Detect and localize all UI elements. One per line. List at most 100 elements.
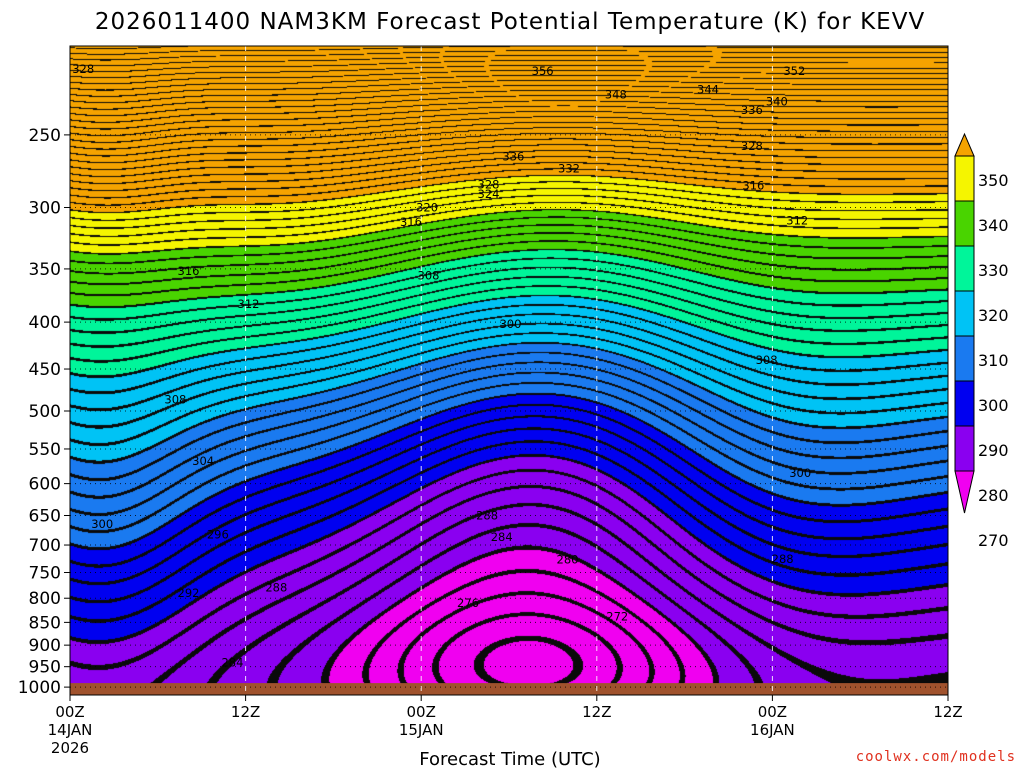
x-tick-label: 00Z	[55, 703, 84, 721]
colorbar-label: 280	[978, 486, 1009, 505]
colorbar-segment	[954, 380, 975, 427]
y-tick-label: 400	[29, 313, 61, 333]
ground-strip	[70, 683, 948, 695]
contour-label: 328	[478, 177, 500, 191]
contour-label: 288	[476, 509, 498, 523]
svg-text:336: 336	[741, 103, 763, 117]
contour-label: 352	[783, 64, 805, 78]
y-tick-label: 650	[29, 507, 61, 527]
colorbar-label: 290	[978, 441, 1009, 460]
contour-label: 344	[697, 82, 719, 96]
svg-text:328: 328	[478, 177, 500, 191]
contour-label: 308	[756, 353, 778, 367]
svg-text:328: 328	[741, 139, 763, 153]
svg-text:316: 316	[400, 215, 422, 229]
x-tick-label: 2026	[51, 739, 89, 757]
svg-text:312: 312	[786, 214, 808, 228]
contour-label: 316	[400, 215, 422, 229]
contour-label: 316	[178, 264, 200, 278]
x-tick-label: 16JAN	[750, 721, 795, 739]
svg-text:292: 292	[178, 586, 200, 600]
x-tick-label: 15JAN	[399, 721, 444, 739]
contour-label: 304	[192, 454, 214, 468]
svg-text:316: 316	[178, 264, 200, 278]
contour-label: 280	[557, 553, 579, 567]
y-tick-label: 600	[29, 475, 61, 495]
svg-text:304: 304	[192, 454, 214, 468]
svg-text:324: 324	[478, 187, 500, 201]
colorbar-segment	[954, 425, 975, 472]
y-tick-label: 300	[29, 199, 61, 219]
colorbar-label: 300	[978, 396, 1009, 415]
svg-text:312: 312	[238, 297, 260, 311]
theta-field	[70, 46, 948, 695]
contour-label: 328	[741, 139, 763, 153]
plot-border	[69, 45, 949, 696]
contour-label: 272	[606, 610, 628, 624]
svg-text:300: 300	[91, 517, 113, 531]
x-tick-label: 00Z	[407, 703, 436, 721]
colorbar-segment	[954, 290, 975, 337]
colorbar-label: 270	[978, 531, 1009, 550]
svg-text:300: 300	[789, 466, 811, 480]
y-tick-label: 250	[29, 126, 61, 146]
contour-label: 288	[265, 581, 287, 595]
contour-label: 300	[789, 466, 811, 480]
svg-text:344: 344	[697, 82, 719, 96]
contour-label: 340	[766, 95, 788, 109]
svg-text:296: 296	[207, 528, 229, 542]
colorbar-label: 310	[978, 351, 1009, 370]
contour-label: 296	[207, 528, 229, 542]
svg-text:272: 272	[606, 610, 628, 624]
svg-text:308: 308	[756, 353, 778, 367]
svg-text:316: 316	[742, 179, 764, 193]
svg-text:284: 284	[221, 655, 243, 669]
contour-label: 336	[741, 103, 763, 117]
y-tick-label: 500	[29, 402, 61, 422]
svg-text:336: 336	[502, 150, 524, 164]
y-tick-label: 1000	[18, 678, 61, 698]
y-tick-label: 550	[29, 440, 61, 460]
svg-text:288: 288	[772, 552, 794, 566]
contour-label: 324	[478, 187, 500, 201]
svg-text:284: 284	[491, 530, 513, 544]
svg-text:328: 328	[72, 62, 94, 76]
contour-label: 316	[742, 179, 764, 193]
svg-text:348: 348	[605, 88, 627, 102]
contour-label: 348	[605, 88, 627, 102]
x-tick-label: 00Z	[758, 703, 787, 721]
contour-label: 336	[502, 150, 524, 164]
colorbar-segment	[954, 200, 975, 247]
svg-text:332: 332	[558, 161, 580, 175]
contour-label: 308	[418, 269, 440, 283]
y-tick-label: 950	[29, 658, 61, 678]
x-tick-label: 14JAN	[48, 721, 93, 739]
colorbar-segment	[954, 335, 975, 382]
contour-label: 312	[786, 214, 808, 228]
colorbar-label: 350	[978, 171, 1009, 190]
svg-text:288: 288	[265, 581, 287, 595]
contour-label: 284	[491, 530, 513, 544]
contour-label: 308	[164, 393, 186, 407]
y-tick-label: 700	[29, 536, 61, 556]
svg-text:288: 288	[476, 509, 498, 523]
contour-label: 312	[238, 297, 260, 311]
credit-text: coolwx.com/models	[856, 749, 1016, 765]
svg-text:356: 356	[532, 64, 554, 78]
y-tick-label: 850	[29, 613, 61, 633]
svg-text:352: 352	[783, 64, 805, 78]
colorbar-label: 340	[978, 216, 1009, 235]
y-axis: 250 300 350 400 450 500 550 600 650 700 750 800 850 9…	[18, 126, 70, 698]
y-tick-label: 750	[29, 564, 61, 584]
contour-label: 300	[91, 517, 113, 531]
x-tick-label: 12Z	[933, 703, 962, 721]
contour-label: 300	[499, 317, 521, 331]
svg-text:308: 308	[418, 269, 440, 283]
contour-label: 328	[72, 62, 94, 76]
contour-label: 320	[416, 201, 438, 215]
y-tick-label: 350	[29, 260, 61, 280]
y-tick-label: 900	[29, 636, 61, 656]
y-tick-label: 800	[29, 589, 61, 609]
